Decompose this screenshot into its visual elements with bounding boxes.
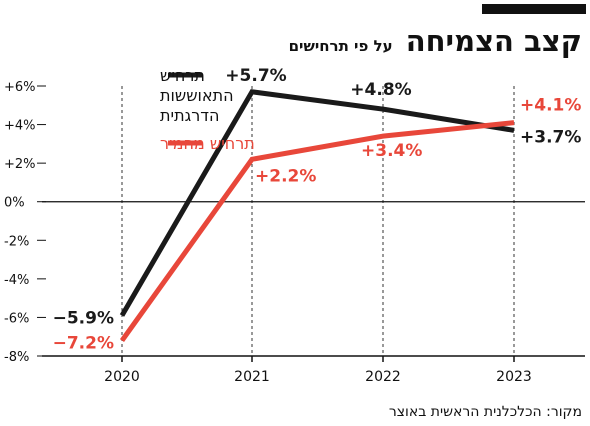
data-label: −7.2% [53, 334, 114, 354]
data-label: +5.7% [225, 66, 286, 86]
source-note: מקור: הכלכלנית הראשית באוצר [388, 404, 582, 420]
x-tick-label: 2021 [234, 369, 270, 385]
x-tick-label: 2022 [365, 369, 401, 385]
series-line-severe [119, 120, 515, 343]
data-label: +4.8% [350, 80, 411, 100]
y-tick-label: -2% [4, 234, 29, 249]
data-label: −5.9% [53, 309, 114, 329]
legend-label: הדרגתית [160, 106, 219, 125]
chart-title: קצב הצמיחה [405, 24, 582, 58]
x-tick-label: 2020 [104, 369, 140, 385]
legend-label: התאוששות [160, 86, 234, 105]
y-tick-label: -6% [4, 311, 29, 326]
x-tick-label: 2023 [496, 369, 532, 385]
title-row: קצב הצמיחה על פי תרחישים [289, 24, 582, 58]
chart-subtitle: על פי תרחישים [288, 37, 393, 55]
data-label: +3.7% [520, 127, 581, 147]
y-tick-label: -4% [4, 273, 29, 288]
data-label: +3.4% [361, 141, 422, 161]
data-label: +2.2% [255, 166, 316, 186]
legend-label: תרחיש [160, 66, 205, 85]
y-tick-label: +2% [4, 157, 36, 172]
legend-label: תרחיש מחמיר [160, 134, 255, 153]
data-label: +4.1% [520, 96, 581, 116]
y-tick-label: -8% [4, 350, 29, 365]
y-tick-label: +6% [4, 80, 36, 95]
header-accent-bar [482, 4, 586, 14]
series-line-gradual-recovery [119, 89, 515, 317]
y-tick-label: +4% [4, 119, 36, 134]
y-tick-label: 0% [4, 196, 25, 211]
